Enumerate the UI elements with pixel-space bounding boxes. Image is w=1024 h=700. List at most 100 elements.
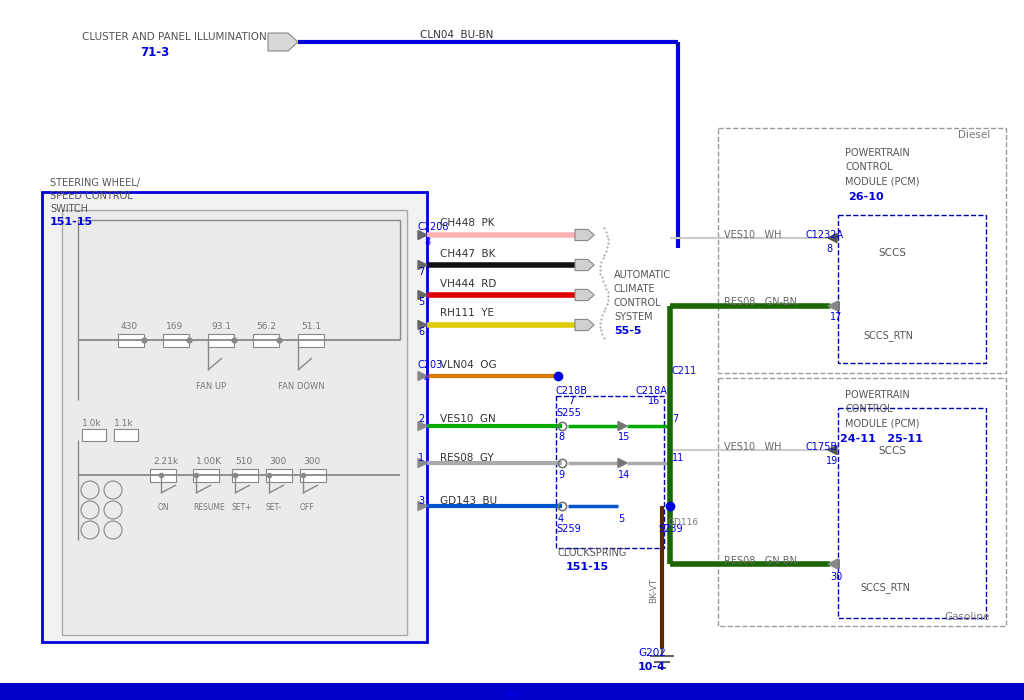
Polygon shape xyxy=(828,559,838,569)
Polygon shape xyxy=(575,289,594,300)
Text: 300: 300 xyxy=(303,457,321,466)
Text: RH111  YE: RH111 YE xyxy=(440,308,494,318)
Text: VES10   WH: VES10 WH xyxy=(724,230,781,240)
Text: 2: 2 xyxy=(418,414,424,424)
Text: GD116: GD116 xyxy=(668,518,699,527)
Text: BK-VT: BK-VT xyxy=(649,578,658,603)
Text: RES08   GN-BN: RES08 GN-BN xyxy=(724,556,797,566)
Text: 169: 169 xyxy=(166,322,183,331)
Bar xyxy=(838,408,986,618)
Text: CONTROL: CONTROL xyxy=(614,298,662,308)
Polygon shape xyxy=(575,260,594,271)
Text: CLIMATE: CLIMATE xyxy=(614,284,655,294)
Text: 7: 7 xyxy=(672,414,678,424)
Bar xyxy=(838,215,986,363)
Text: C218A: C218A xyxy=(636,386,668,396)
Text: 8: 8 xyxy=(424,237,430,247)
Polygon shape xyxy=(618,458,627,468)
Text: G202: G202 xyxy=(638,648,666,658)
Text: POWERTRAIN: POWERTRAIN xyxy=(845,148,909,158)
Text: C203: C203 xyxy=(418,360,443,370)
Text: 6: 6 xyxy=(418,327,424,337)
Text: GD143  BU: GD143 BU xyxy=(440,496,497,506)
Bar xyxy=(232,469,258,482)
Text: FAN UP: FAN UP xyxy=(196,382,226,391)
Polygon shape xyxy=(418,458,427,468)
Text: SCCS_RTN: SCCS_RTN xyxy=(860,582,910,593)
Text: 8: 8 xyxy=(558,432,564,442)
Text: OFF: OFF xyxy=(300,503,314,512)
Text: S255: S255 xyxy=(556,408,581,418)
Text: 151-15: 151-15 xyxy=(50,217,93,227)
Text: CLOCKSPRING: CLOCKSPRING xyxy=(558,548,628,558)
Text: 51.1: 51.1 xyxy=(301,322,322,331)
Bar xyxy=(300,469,326,482)
Bar xyxy=(266,469,292,482)
Text: POWERTRAIN: POWERTRAIN xyxy=(845,390,909,400)
Text: 1.1k: 1.1k xyxy=(114,419,133,428)
Text: ON: ON xyxy=(158,503,170,512)
Text: C218B: C218B xyxy=(556,386,588,396)
Bar xyxy=(556,396,664,548)
Text: CONTROL: CONTROL xyxy=(845,162,893,172)
Text: 151-15: 151-15 xyxy=(566,562,609,572)
Text: 93.1: 93.1 xyxy=(211,322,231,331)
Bar xyxy=(718,378,1006,626)
Text: 5: 5 xyxy=(618,514,625,524)
Text: 2.21k: 2.21k xyxy=(153,457,178,466)
Text: VH444  RD: VH444 RD xyxy=(440,279,497,289)
Text: 430: 430 xyxy=(121,322,138,331)
Bar xyxy=(718,128,1006,373)
Text: 11: 11 xyxy=(672,453,684,463)
Text: 10-4: 10-4 xyxy=(638,662,666,672)
Polygon shape xyxy=(828,301,838,311)
Text: Gasoline: Gasoline xyxy=(944,612,990,622)
Text: 56.2: 56.2 xyxy=(256,322,276,331)
Text: 7: 7 xyxy=(568,396,574,406)
Text: C2208: C2208 xyxy=(418,222,450,232)
Text: S239: S239 xyxy=(658,524,683,534)
Text: SWITCH: SWITCH xyxy=(50,204,88,214)
Bar xyxy=(298,334,324,347)
Text: 1: 1 xyxy=(418,453,424,463)
Polygon shape xyxy=(828,445,837,454)
Polygon shape xyxy=(830,302,839,311)
Text: VES10  GN: VES10 GN xyxy=(440,414,496,424)
Bar xyxy=(114,429,138,441)
Text: RESUME: RESUME xyxy=(193,503,224,512)
Text: 9: 9 xyxy=(558,470,564,480)
Text: 5: 5 xyxy=(418,297,424,307)
Text: VES10   WH: VES10 WH xyxy=(724,442,781,452)
Polygon shape xyxy=(618,421,627,430)
Bar xyxy=(42,192,427,642)
Text: 30: 30 xyxy=(830,572,843,582)
Polygon shape xyxy=(418,421,427,430)
Text: 300: 300 xyxy=(269,457,287,466)
Text: 1.00K: 1.00K xyxy=(196,457,222,466)
Text: C1232A: C1232A xyxy=(805,230,843,240)
Bar xyxy=(62,210,407,635)
Bar xyxy=(193,469,219,482)
Polygon shape xyxy=(418,260,427,270)
Text: 4: 4 xyxy=(558,514,564,524)
Text: 14: 14 xyxy=(618,470,630,480)
Text: 15: 15 xyxy=(618,432,631,442)
Text: 3: 3 xyxy=(418,496,424,506)
Text: CH448  PK: CH448 PK xyxy=(440,218,495,228)
Polygon shape xyxy=(418,372,427,381)
Text: Diesel: Diesel xyxy=(957,130,990,140)
Text: 4: 4 xyxy=(424,374,430,384)
Text: RES08   GN-BN: RES08 GN-BN xyxy=(724,297,797,307)
Bar xyxy=(163,334,189,347)
Text: SCCS: SCCS xyxy=(878,446,906,456)
Polygon shape xyxy=(830,559,839,568)
Text: FAN DOWN: FAN DOWN xyxy=(278,382,325,391)
Text: 17: 17 xyxy=(830,312,843,322)
Polygon shape xyxy=(575,319,594,330)
Bar xyxy=(0,683,1024,700)
Text: 24-11   25-11: 24-11 25-11 xyxy=(840,434,923,444)
Bar xyxy=(150,469,176,482)
Polygon shape xyxy=(418,321,427,330)
Text: C175B: C175B xyxy=(805,442,838,452)
Polygon shape xyxy=(418,501,427,510)
